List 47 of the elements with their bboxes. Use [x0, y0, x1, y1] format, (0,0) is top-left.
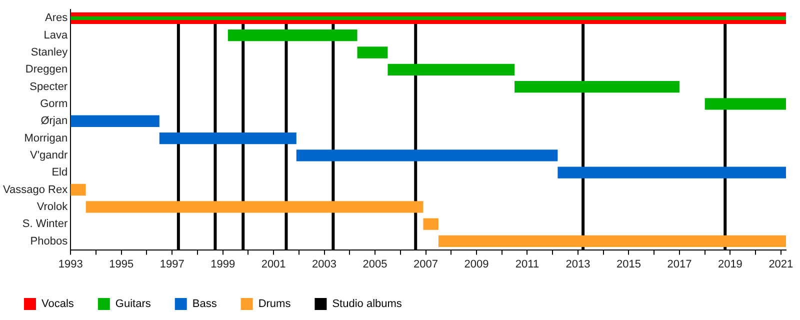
bar — [558, 166, 786, 178]
y-tick-label: Dreggen — [25, 64, 68, 76]
y-tick-label: Ørjan — [40, 115, 68, 128]
x-tick-label: 2001 — [261, 258, 286, 270]
x-tick-label: 2021 — [768, 258, 794, 270]
bar — [423, 218, 438, 230]
x-tick-label: 2007 — [414, 258, 438, 270]
y-tick-label: Morrigan — [24, 132, 68, 144]
bar — [514, 80, 680, 93]
x-tick-label: 2005 — [362, 258, 388, 270]
x-tick-label: 1993 — [58, 258, 83, 270]
x-tick-label: 2009 — [464, 258, 489, 270]
x-tick-label: 1995 — [109, 258, 134, 270]
x-tick-label: 2019 — [718, 258, 742, 270]
y-tick-label: Lava — [44, 29, 68, 42]
x-tick-label: 1997 — [160, 258, 184, 270]
legend-label: Drums — [258, 298, 292, 310]
bar — [388, 64, 515, 76]
y-tick-label: Eld — [52, 166, 68, 179]
y-tick-label: S. Winter — [22, 218, 68, 230]
bar — [70, 184, 86, 196]
x-tick-label: 2015 — [616, 258, 641, 270]
x-tick-label: 2017 — [667, 258, 692, 270]
bar — [438, 235, 786, 248]
y-tick-label: Specter — [30, 80, 68, 93]
y-tick-label: Phobos — [30, 235, 68, 248]
bar — [228, 30, 358, 42]
bar — [70, 115, 160, 127]
y-tick-label: Ares — [44, 12, 68, 24]
legend-label: Vocals — [42, 298, 74, 310]
y-tick-label: Vrolok — [36, 200, 68, 213]
legend-label: Bass — [192, 298, 218, 310]
bar — [704, 98, 786, 110]
y-tick-label: Stanley — [30, 46, 68, 59]
x-tick-label: 2003 — [312, 258, 337, 270]
x-tick-label: 2013 — [566, 258, 590, 270]
y-tick-label: V'gandr — [30, 149, 68, 162]
bar — [159, 132, 296, 144]
bar — [357, 46, 388, 58]
y-tick-label: Vassago Rex — [3, 184, 68, 196]
bar — [86, 201, 424, 213]
x-tick-label: 2011 — [515, 258, 540, 270]
legend-label: Studio albums — [332, 298, 402, 310]
y-tick-label: Gorm — [40, 98, 68, 110]
bar — [296, 150, 558, 162]
x-tick-label: 1999 — [210, 258, 236, 270]
legend-label: Guitars — [115, 298, 152, 310]
